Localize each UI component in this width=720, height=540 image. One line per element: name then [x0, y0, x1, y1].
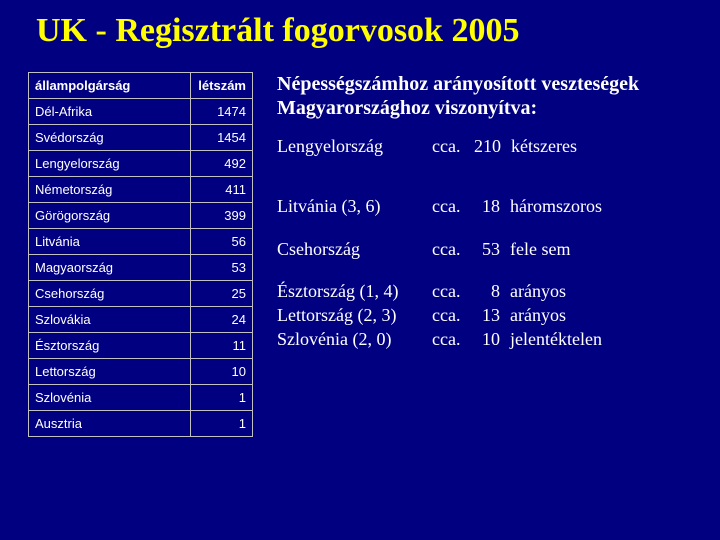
spacer [277, 261, 692, 279]
loss-country: Litvánia (3, 6) [277, 194, 432, 218]
loss-value: 8 [474, 279, 510, 303]
table-header-row: állampolgárság létszám [29, 73, 253, 99]
losses-list: Lengyelországcca.210kétszeresLitvánia (3… [277, 134, 692, 352]
left-column: állampolgárság létszám Dél-Afrika1474Své… [28, 72, 253, 437]
cell-count: 53 [191, 255, 253, 281]
table-row: Dél-Afrika1474 [29, 99, 253, 125]
subtitle: Népességszámhoz arányosított veszteségek… [277, 72, 692, 120]
loss-note: jelentéktelen [510, 327, 692, 351]
cell-count: 1 [191, 411, 253, 437]
loss-row: Észtország (1, 4)cca.8arányos [277, 279, 692, 303]
page-title: UK - Regisztrált fogorvosok 2005 [36, 12, 692, 50]
loss-cca: cca. [432, 327, 474, 351]
loss-cca: cca. [432, 237, 474, 261]
loss-row: Szlovénia (2, 0)cca.10jelentéktelen [277, 327, 692, 351]
table-row: Magyaország53 [29, 255, 253, 281]
table-row: Ausztria1 [29, 411, 253, 437]
cell-country: Németország [29, 177, 191, 203]
cell-country: Szlovénia [29, 385, 191, 411]
loss-country: Észtország (1, 4) [277, 279, 432, 303]
cell-country: Magyaország [29, 255, 191, 281]
loss-note: kétszeres [511, 134, 692, 158]
loss-value: 53 [474, 237, 510, 261]
cell-country: Lengyelország [29, 151, 191, 177]
right-column: Népességszámhoz arányosított veszteségek… [277, 72, 692, 437]
loss-note: arányos [510, 279, 692, 303]
cell-country: Svédország [29, 125, 191, 151]
table-row: Lettország10 [29, 359, 253, 385]
cell-count: 399 [191, 203, 253, 229]
table-row: Szlovákia24 [29, 307, 253, 333]
cell-country: Ausztria [29, 411, 191, 437]
cell-country: Lettország [29, 359, 191, 385]
loss-cca: cca. [432, 134, 474, 158]
cell-count: 1 [191, 385, 253, 411]
loss-value: 210 [474, 134, 511, 158]
loss-value: 10 [474, 327, 510, 351]
loss-country: Lengyelország [277, 134, 432, 158]
loss-note: fele sem [510, 237, 692, 261]
loss-note: háromszoros [510, 194, 692, 218]
loss-note: arányos [510, 303, 692, 327]
loss-value: 18 [474, 194, 510, 218]
loss-cca: cca. [432, 194, 474, 218]
content-area: állampolgárság létszám Dél-Afrika1474Své… [28, 72, 692, 437]
table-row: Svédország1454 [29, 125, 253, 151]
cell-count: 24 [191, 307, 253, 333]
table-row: Németország411 [29, 177, 253, 203]
table-row: Görögország399 [29, 203, 253, 229]
loss-country: Szlovénia (2, 0) [277, 327, 432, 351]
cell-country: Csehország [29, 281, 191, 307]
cell-count: 492 [191, 151, 253, 177]
cell-count: 1454 [191, 125, 253, 151]
loss-cca: cca. [432, 303, 474, 327]
cell-count: 1474 [191, 99, 253, 125]
table-row: Szlovénia1 [29, 385, 253, 411]
cell-country: Görögország [29, 203, 191, 229]
cell-country: Szlovákia [29, 307, 191, 333]
header-country: állampolgárság [29, 73, 191, 99]
cell-count: 10 [191, 359, 253, 385]
cell-country: Észtország [29, 333, 191, 359]
loss-row: Litvánia (3, 6)cca.18háromszoros [277, 194, 692, 218]
cell-country: Dél-Afrika [29, 99, 191, 125]
loss-row: Csehországcca.53fele sem [277, 237, 692, 261]
table-row: Litvánia56 [29, 229, 253, 255]
loss-row: Lengyelországcca.210kétszeres [277, 134, 692, 158]
loss-row: Lettország (2, 3)cca.13arányos [277, 303, 692, 327]
cell-count: 11 [191, 333, 253, 359]
loss-country: Csehország [277, 237, 432, 261]
cell-country: Litvánia [29, 229, 191, 255]
cell-count: 411 [191, 177, 253, 203]
registration-table: állampolgárság létszám Dél-Afrika1474Své… [28, 72, 253, 437]
table-row: Lengyelország492 [29, 151, 253, 177]
header-count: létszám [191, 73, 253, 99]
table-row: Észtország11 [29, 333, 253, 359]
spacer [277, 219, 692, 237]
table-row: Csehország25 [29, 281, 253, 307]
spacer [277, 158, 692, 194]
loss-value: 13 [474, 303, 510, 327]
loss-cca: cca. [432, 279, 474, 303]
slide: UK - Regisztrált fogorvosok 2005 állampo… [0, 0, 720, 540]
loss-country: Lettország (2, 3) [277, 303, 432, 327]
cell-count: 56 [191, 229, 253, 255]
cell-count: 25 [191, 281, 253, 307]
